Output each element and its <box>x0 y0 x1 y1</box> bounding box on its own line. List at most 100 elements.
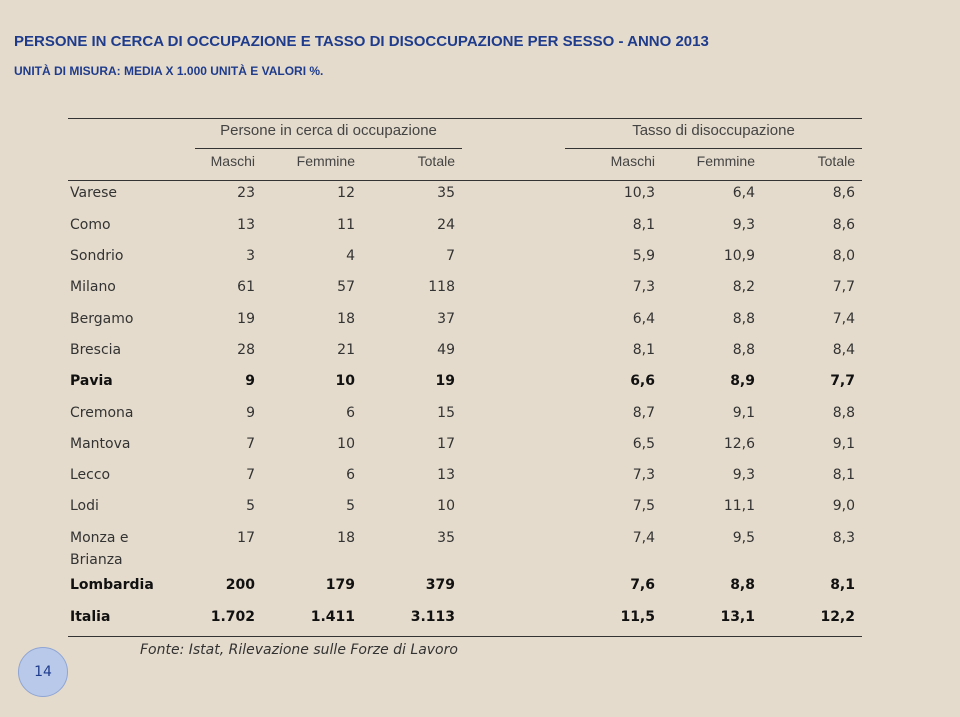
row-label: Italia <box>70 609 111 625</box>
cell: 5,9 <box>632 248 655 264</box>
cell: 8,7 <box>632 405 655 421</box>
cell: 13 <box>437 467 455 483</box>
cell: 37 <box>437 311 455 327</box>
group-header: Persone in cerca di occupazione <box>220 122 437 139</box>
column-header: Femmine <box>696 153 755 169</box>
cell: 6,6 <box>630 373 655 389</box>
cell: 11,5 <box>620 609 655 625</box>
row-label: Lecco <box>70 467 111 483</box>
cell: 49 <box>437 342 455 358</box>
cell: 17 <box>237 530 255 546</box>
title: PERSONE IN CERCA DI OCCUPAZIONE E TASSO … <box>14 33 709 50</box>
cell: 7 <box>446 248 455 264</box>
cell: 12 <box>337 185 355 201</box>
cell: 8,1 <box>632 342 655 358</box>
cell: 6,4 <box>632 311 655 327</box>
cell: 9,0 <box>832 498 855 514</box>
cell: 6,4 <box>732 185 755 201</box>
cell: 179 <box>325 577 355 593</box>
cell: 13 <box>237 217 255 233</box>
cell: 57 <box>337 279 355 295</box>
cell: 8,6 <box>832 217 855 233</box>
column-header: Femmine <box>296 153 355 169</box>
group-header: Tasso di disoccupazione <box>632 122 795 139</box>
cell: 7,6 <box>630 577 655 593</box>
cell: 6 <box>346 405 355 421</box>
row-label: Como <box>70 217 111 233</box>
row-label: Bergamo <box>70 311 134 327</box>
row-label: Brescia <box>70 342 122 358</box>
row-label: Mantova <box>70 436 131 452</box>
cell: 7,7 <box>832 279 855 295</box>
cell: 1.411 <box>310 609 355 625</box>
cell: 5 <box>346 498 355 514</box>
cell: 8,1 <box>632 217 655 233</box>
cell: 6 <box>346 467 355 483</box>
cell: 10,9 <box>723 248 755 264</box>
rule <box>565 148 862 149</box>
cell: 35 <box>437 185 455 201</box>
cell: 7,4 <box>632 530 655 546</box>
rule <box>68 636 862 637</box>
cell: 8,9 <box>730 373 755 389</box>
column-header: Totale <box>417 153 455 169</box>
cell: 5 <box>246 498 255 514</box>
cell: 8,8 <box>730 577 755 593</box>
cell: 10 <box>337 436 355 452</box>
cell: 118 <box>428 279 455 295</box>
cell: 12,2 <box>820 609 855 625</box>
row-label: Sondrio <box>70 248 124 264</box>
row-label: Milano <box>70 279 116 295</box>
cell: 7,4 <box>832 311 855 327</box>
cell: 61 <box>237 279 255 295</box>
cell: 10 <box>335 373 355 389</box>
cell: 19 <box>435 373 455 389</box>
cell: 8,6 <box>832 185 855 201</box>
cell: 9,3 <box>732 217 755 233</box>
row-label: Pavia <box>70 373 113 389</box>
cell: 7,7 <box>830 373 855 389</box>
cell: 13,1 <box>720 609 755 625</box>
cell: 7 <box>246 467 255 483</box>
cell: 4 <box>346 248 355 264</box>
cell: 8,2 <box>732 279 755 295</box>
cell: 19 <box>237 311 255 327</box>
cell: 8,8 <box>732 342 755 358</box>
cell: 379 <box>425 577 455 593</box>
column-header: Totale <box>817 153 855 169</box>
rule <box>195 148 462 149</box>
cell: 9 <box>246 405 255 421</box>
cell: 9,3 <box>732 467 755 483</box>
row-label: Lodi <box>70 498 99 514</box>
cell: 7,3 <box>632 279 655 295</box>
cell: 28 <box>237 342 255 358</box>
cell: 1.702 <box>210 609 255 625</box>
cell: 21 <box>337 342 355 358</box>
cell: 8,3 <box>832 530 855 546</box>
cell: 7,5 <box>632 498 655 514</box>
cell: 3 <box>246 248 255 264</box>
source: Fonte: Istat, Rilevazione sulle Forze di… <box>140 642 458 658</box>
cell: 23 <box>237 185 255 201</box>
cell: 8,1 <box>830 577 855 593</box>
rule <box>68 118 862 119</box>
cell: 17 <box>437 436 455 452</box>
cell: 15 <box>437 405 455 421</box>
column-header: Maschi <box>210 153 255 169</box>
cell: 8,4 <box>832 342 855 358</box>
row-label: Monza e Brianza <box>70 530 129 568</box>
cell: 10,3 <box>623 185 655 201</box>
cell: 7,3 <box>632 467 655 483</box>
rule <box>68 180 862 181</box>
row-label: Lombardia <box>70 577 154 593</box>
cell: 9,1 <box>732 405 755 421</box>
row-label: Cremona <box>70 405 134 421</box>
cell: 11,1 <box>723 498 755 514</box>
column-header: Maschi <box>610 153 655 169</box>
cell: 35 <box>437 530 455 546</box>
cell: 18 <box>337 311 355 327</box>
cell: 24 <box>437 217 455 233</box>
cell: 9 <box>245 373 255 389</box>
row-label: Varese <box>70 185 118 201</box>
